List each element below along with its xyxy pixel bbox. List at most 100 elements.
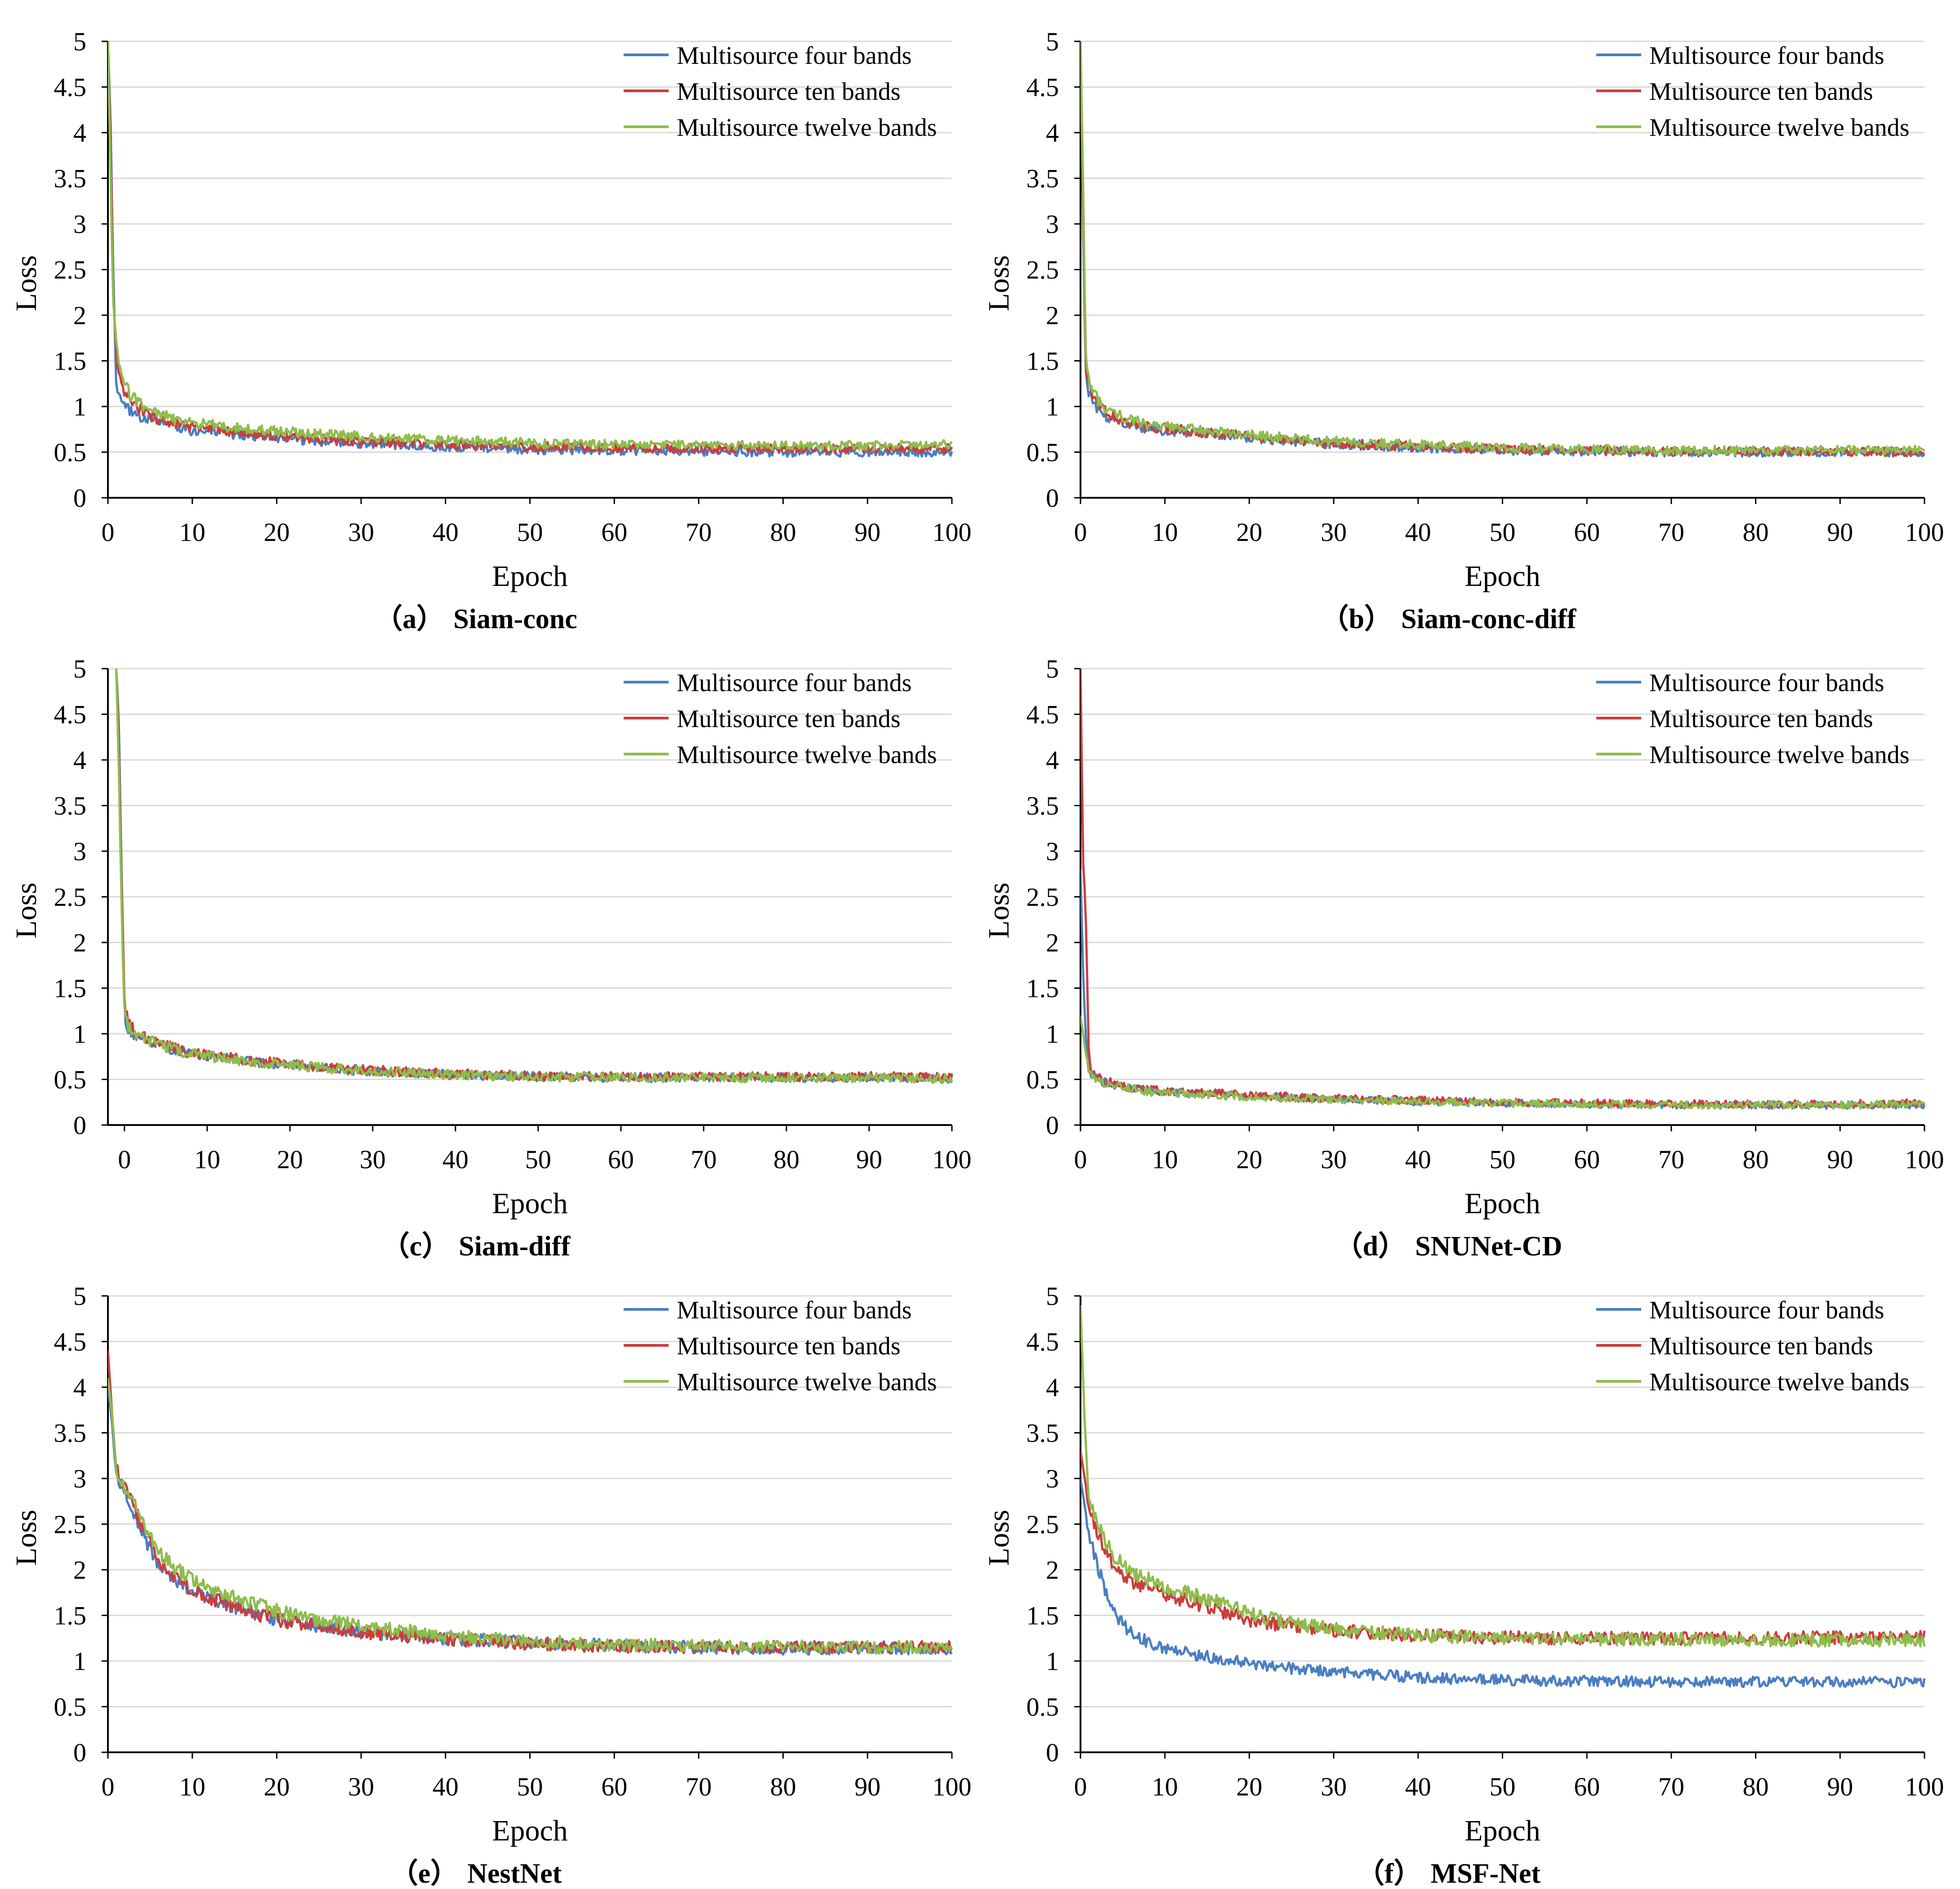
legend-entry: Multisource ten bands <box>677 705 901 733</box>
y-tick-label: 1.5 <box>1027 347 1059 376</box>
x-tick-label: 40 <box>433 518 459 547</box>
x-tick-label: 0 <box>118 1145 131 1174</box>
chart-panel-c: 00.511.522.533.544.550 10 20 30 40 50 60 70 80 90… <box>10 654 972 1262</box>
x-tick-label: 30 <box>1321 518 1347 547</box>
legend-entry: Multisource four bands <box>677 669 912 697</box>
x-tick-label: 80 <box>770 1772 796 1801</box>
panel-caption: （c） Siam-diff <box>382 1230 571 1262</box>
x-tick-label: 0 <box>1074 1145 1087 1174</box>
caption-name: Siam-diff <box>459 1231 571 1262</box>
x-tick-label: 60 <box>1574 1772 1600 1801</box>
x-tick-label: 90 <box>1827 518 1853 547</box>
chart-panel-a: 00.511.522.533.544.550 10 20 30 40 50 60 70 80 90… <box>10 27 972 634</box>
y-tick-label: 2 <box>73 1555 86 1585</box>
x-tick-label: 40 <box>1405 518 1431 547</box>
x-axis-title: Epoch <box>492 560 568 593</box>
y-tick-label: 4 <box>73 1373 86 1402</box>
x-tick-label: 20 <box>1236 1772 1262 1801</box>
x-tick-label: 90 <box>1827 1772 1853 1801</box>
y-tick-label: 4.5 <box>1027 73 1059 102</box>
x-tick-label: 80 <box>1743 1145 1769 1174</box>
chart-panel-b: 00.511.522.533.544.550 10 20 30 40 50 60 70 80 90… <box>982 27 1944 634</box>
series-line-multisource-four-bands <box>1080 869 1926 1110</box>
y-tick-label: 2 <box>73 301 86 330</box>
y-axis-title: Loss <box>982 255 1015 312</box>
x-tick-label: 30 <box>360 1145 386 1174</box>
x-tick-label: 60 <box>601 1772 627 1801</box>
y-tick-label: 0.5 <box>54 1065 87 1094</box>
x-tick-label: 100 <box>933 518 972 547</box>
legend-entry: Multisource twelve bands <box>1649 741 1910 769</box>
x-tick-label: 40 <box>1405 1145 1431 1174</box>
x-tick-label: 100 <box>1905 518 1944 547</box>
x-tick-label: 30 <box>348 518 374 547</box>
x-tick-label: 30 <box>1321 1145 1347 1174</box>
series-line-multisource-twelve-bands <box>1080 41 1926 456</box>
caption-letter: （a） <box>375 603 444 634</box>
x-tick-label: 80 <box>1743 518 1769 547</box>
x-tick-label: 90 <box>1827 1145 1853 1174</box>
y-tick-label: 0 <box>73 483 86 513</box>
y-tick-label: 3.5 <box>54 791 87 821</box>
y-axis-title: Loss <box>982 1510 1015 1566</box>
y-tick-label: 4.5 <box>54 1327 87 1357</box>
series-line-multisource-four-bands <box>1080 1478 1926 1688</box>
y-tick-label: 5 <box>73 654 86 683</box>
series-line-multisource-ten-bands <box>1080 668 1926 1109</box>
y-tick-label: 3 <box>1046 1464 1059 1493</box>
legend-entry: Multisource four bands <box>677 1296 912 1324</box>
caption-letter: （f） <box>1357 1858 1422 1889</box>
x-tick-label: 100 <box>1905 1145 1944 1174</box>
legend-entry: Multisource twelve bands <box>677 1368 937 1396</box>
series-line-multisource-twelve-bands <box>108 1378 953 1655</box>
x-tick-label: 60 <box>601 518 627 547</box>
series-line-multisource-ten-bands <box>108 41 953 454</box>
x-tick-label: 0 <box>1074 518 1087 547</box>
series-line-multisource-twelve-bands <box>115 668 953 1084</box>
x-tick-label: 50 <box>525 1145 551 1174</box>
y-tick-label: 0 <box>73 1111 86 1140</box>
series-line-multisource-twelve-bands <box>108 41 953 451</box>
x-tick-label: 30 <box>1321 1772 1347 1801</box>
x-tick-label: 10 <box>194 1145 220 1174</box>
y-tick-label: 3.5 <box>54 1419 87 1448</box>
y-axis-title: Loss <box>982 883 1015 939</box>
x-tick-label: 10 <box>1152 1145 1178 1174</box>
y-tick-label: 0 <box>1046 1111 1059 1140</box>
y-tick-label: 4.5 <box>54 700 87 729</box>
x-axis-title: Epoch <box>492 1814 568 1847</box>
x-tick-label: 70 <box>691 1145 717 1174</box>
y-tick-label: 1.5 <box>54 1601 87 1630</box>
y-tick-label: 3 <box>1046 210 1059 239</box>
x-tick-label: 70 <box>1658 1145 1684 1174</box>
caption-name: SNUNet-CD <box>1415 1231 1562 1262</box>
x-tick-label: 60 <box>1574 1145 1600 1174</box>
x-axis-title: Epoch <box>492 1187 568 1220</box>
x-tick-label: 20 <box>263 518 290 547</box>
legend-entry: Multisource four bands <box>677 42 912 70</box>
panel-caption: （b） Siam-conc-diff <box>1321 603 1577 634</box>
y-tick-label: 2.5 <box>1027 1510 1059 1539</box>
chart-panel-e: 00.511.522.533.544.550 10 20 30 40 50 60 70 80 90… <box>10 1282 972 1889</box>
y-tick-label: 2.5 <box>54 1510 87 1539</box>
x-tick-label: 10 <box>1152 518 1178 547</box>
x-tick-label: 90 <box>856 1145 882 1174</box>
caption-name: Siam-conc-diff <box>1401 604 1577 634</box>
caption-name: Siam-conc <box>453 604 577 634</box>
y-tick-label: 2.5 <box>1027 883 1059 912</box>
y-tick-label: 4 <box>73 118 86 147</box>
y-tick-label: 2 <box>1046 301 1059 330</box>
y-tick-label: 4 <box>1046 746 1059 775</box>
legend-entry: Multisource ten bands <box>1649 78 1873 106</box>
y-tick-label: 0.5 <box>1027 1065 1059 1094</box>
y-tick-label: 2 <box>1046 928 1059 957</box>
x-axis-title: Epoch <box>1464 560 1540 593</box>
x-tick-label: 10 <box>179 518 205 547</box>
x-tick-label: 20 <box>1236 518 1262 547</box>
y-tick-label: 0.5 <box>1027 1693 1059 1722</box>
y-tick-label: 1 <box>73 1647 86 1676</box>
y-tick-label: 3 <box>73 210 86 239</box>
y-tick-label: 2.5 <box>54 883 87 912</box>
x-tick-label: 0 <box>102 518 115 547</box>
